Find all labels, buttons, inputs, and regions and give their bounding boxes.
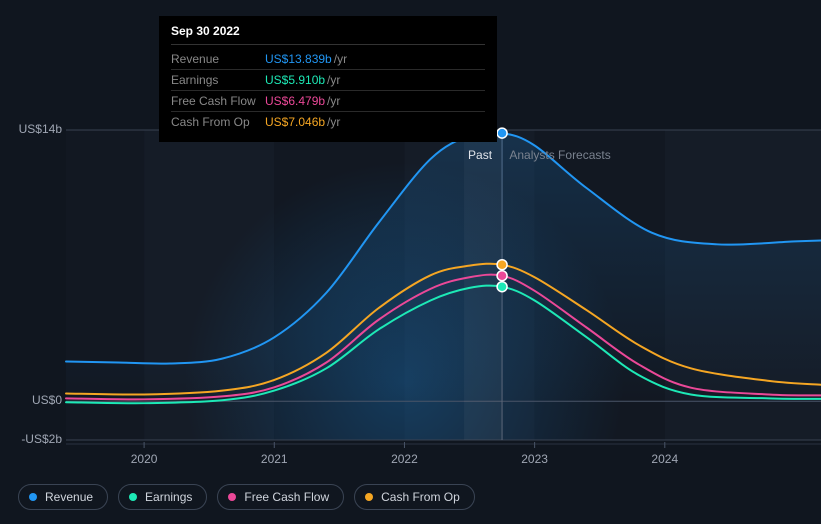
x-axis-label: 2022 [391, 452, 418, 466]
forecast-label: Analysts Forecasts [509, 148, 610, 162]
legend-label: Free Cash Flow [244, 490, 329, 504]
financial-chart: Sep 30 2022 RevenueUS$13.839b /yrEarning… [18, 0, 803, 524]
tooltip-row: Cash From OpUS$7.046b /yr [171, 112, 485, 132]
tooltip-metric-suffix: /yr [327, 94, 340, 108]
legend-label: Cash From Op [381, 490, 460, 504]
tooltip-metric-label: Revenue [171, 52, 265, 66]
tooltip-metric-suffix: /yr [334, 52, 347, 66]
x-axis-label: 2021 [261, 452, 288, 466]
y-axis-label: US$14b [18, 122, 62, 136]
tooltip-metric-value: US$5.910b [265, 73, 325, 87]
y-axis-label: -US$2b [18, 432, 62, 446]
tooltip-row: RevenueUS$13.839b /yr [171, 49, 485, 70]
x-axis-label: 2024 [651, 452, 678, 466]
x-axis-label: 2023 [521, 452, 548, 466]
legend-label: Earnings [145, 490, 192, 504]
tooltip-metric-value: US$7.046b [265, 115, 325, 129]
legend-item-earnings[interactable]: Earnings [118, 484, 207, 510]
tooltip-metric-label: Free Cash Flow [171, 94, 265, 108]
tooltip-metric-suffix: /yr [327, 73, 340, 87]
y-axis-label: US$0 [18, 393, 62, 407]
legend-dot-icon [365, 493, 373, 501]
tooltip-metric-label: Cash From Op [171, 115, 265, 129]
legend-dot-icon [29, 493, 37, 501]
x-axis-label: 2020 [131, 452, 158, 466]
tooltip-row: EarningsUS$5.910b /yr [171, 70, 485, 91]
legend-label: Revenue [45, 490, 93, 504]
tooltip-date: Sep 30 2022 [171, 24, 485, 45]
tooltip-metric-label: Earnings [171, 73, 265, 87]
tooltip-metric-value: US$13.839b [265, 52, 332, 66]
tooltip-metric-suffix: /yr [327, 115, 340, 129]
tooltip-row: Free Cash FlowUS$6.479b /yr [171, 91, 485, 112]
legend-item-cash-from-op[interactable]: Cash From Op [354, 484, 475, 510]
legend-dot-icon [228, 493, 236, 501]
tooltip-metric-value: US$6.479b [265, 94, 325, 108]
past-label: Past [468, 148, 492, 162]
legend-item-free-cash-flow[interactable]: Free Cash Flow [217, 484, 344, 510]
legend-item-revenue[interactable]: Revenue [18, 484, 108, 510]
chart-tooltip: Sep 30 2022 RevenueUS$13.839b /yrEarning… [159, 16, 497, 142]
chart-legend: Revenue Earnings Free Cash Flow Cash From O… [18, 484, 475, 510]
legend-dot-icon [129, 493, 137, 501]
